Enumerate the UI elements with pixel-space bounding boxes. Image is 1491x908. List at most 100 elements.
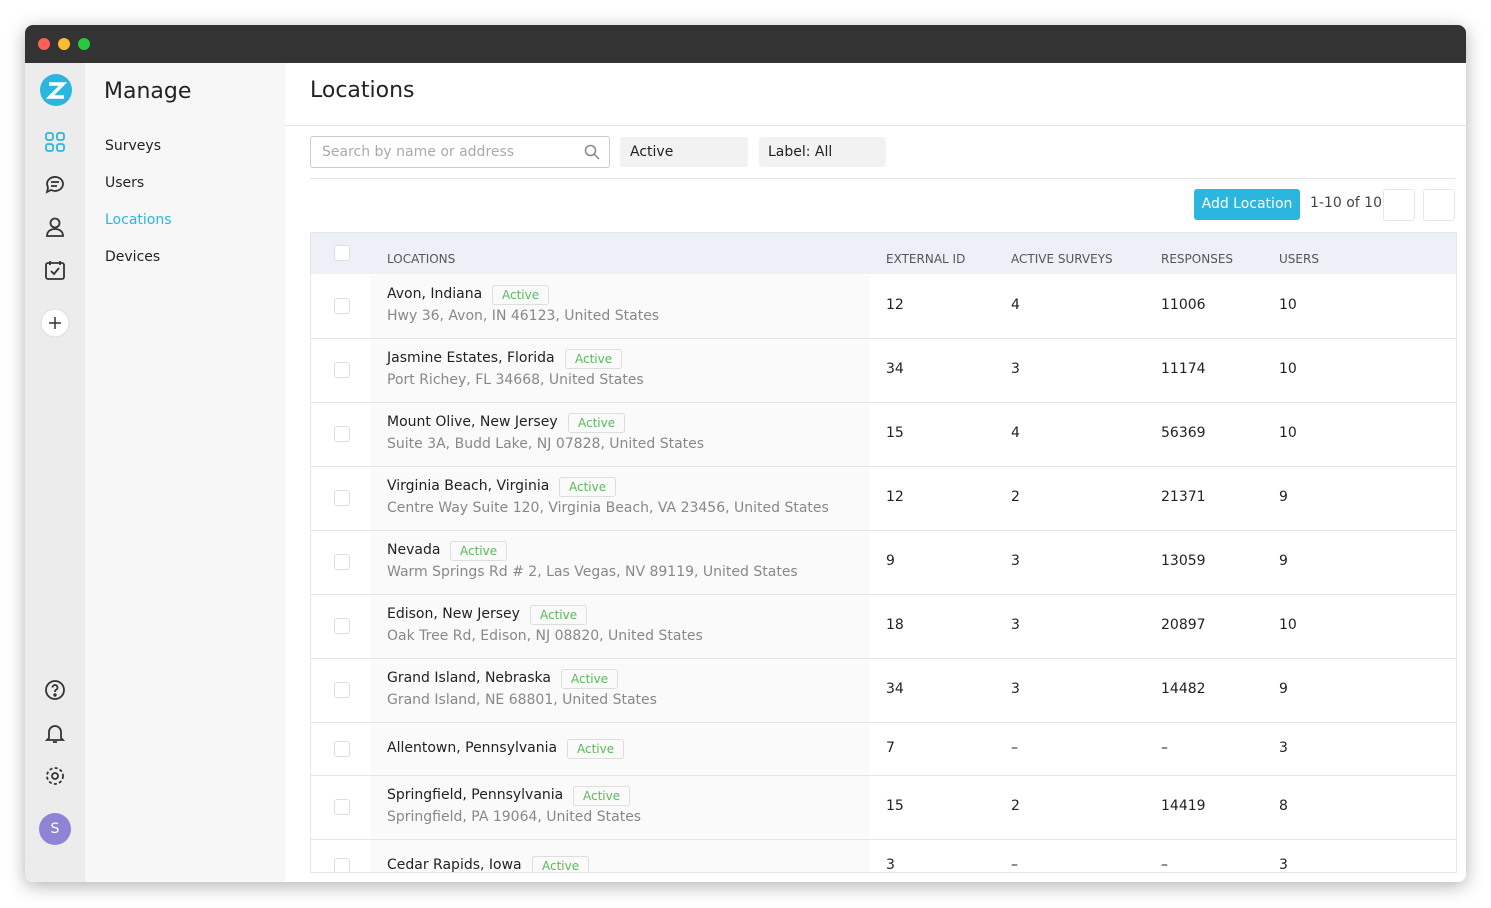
table-row: Virginia Beach, Virginia Active Centre Way… [311, 467, 1456, 531]
location-name[interactable]: Edison, New Jersey [387, 606, 520, 622]
search-box[interactable]: Search by name or address [310, 136, 610, 168]
cell-responses: 14419 [1161, 798, 1206, 814]
cell-responses: 56369 [1161, 425, 1206, 441]
row-checkbox[interactable] [334, 618, 350, 634]
nav-item[interactable]: Surveys [105, 138, 161, 154]
row-checkbox[interactable] [334, 740, 350, 757]
calendar-icon[interactable] [44, 259, 66, 281]
settings-icon[interactable] [44, 765, 66, 787]
title-bar [25, 25, 1466, 63]
location-name[interactable]: Cedar Rapids, Iowa [387, 856, 522, 873]
status-badge: Active [567, 738, 625, 759]
cell-responses: 13059 [1161, 553, 1206, 569]
status-badge: Active [573, 786, 631, 806]
notifications-icon[interactable] [44, 722, 66, 744]
prev-page-button[interactable] [1383, 189, 1415, 221]
next-page-button[interactable] [1423, 189, 1455, 221]
status-badge: Active [559, 477, 617, 497]
location-name[interactable]: Mount Olive, New Jersey [387, 414, 558, 430]
nav-item[interactable]: Locations [105, 212, 172, 228]
table-row: Jasmine Estates, Florida Active Port Riche… [311, 339, 1456, 403]
cell-external-id: 7 [886, 739, 895, 756]
cell-external-id: 15 [886, 425, 904, 441]
row-checkbox[interactable] [334, 682, 350, 698]
label-filter[interactable]: Label: All [759, 137, 886, 167]
status-badge: Active [568, 413, 626, 433]
zoom-button[interactable] [78, 38, 90, 50]
location-name[interactable]: Grand Island, Nebraska [387, 670, 551, 686]
location-cell-bg [371, 659, 869, 722]
location-address: Hwy 36, Avon, IN 46123, United States [387, 308, 660, 324]
add-button[interactable] [40, 308, 70, 338]
location-name[interactable]: Nevada [387, 542, 441, 558]
nav-item[interactable]: Devices [105, 249, 161, 265]
cell-responses: 20897 [1161, 617, 1206, 633]
cell-external-id: 18 [886, 617, 904, 633]
table-row: Springfield, Pennsylvania Active Springfie… [311, 776, 1456, 840]
location-name[interactable]: Avon, Indiana [387, 286, 483, 302]
table-row: Allentown, Pennsylvania Active 7 – – 3 [311, 723, 1456, 776]
row-checkbox[interactable] [334, 554, 350, 570]
location-cell-bg [371, 840, 869, 872]
row-checkbox[interactable] [334, 490, 350, 506]
pagination-info: 1-10 of 10 [1310, 195, 1382, 211]
cell-active-surveys: – [1011, 856, 1018, 873]
cell-external-id: 9 [886, 553, 895, 569]
location-name[interactable]: Virginia Beach, Virginia [387, 478, 550, 494]
row-checkbox[interactable] [334, 362, 350, 378]
cell-external-id: 12 [886, 489, 904, 505]
row-checkbox[interactable] [334, 799, 350, 815]
table-row: Mount Olive, New Jersey Active Suite 3A, B… [311, 403, 1456, 467]
location-name[interactable]: Springfield, Pennsylvania [387, 787, 564, 803]
table-header: LOCATIONS EXTERNAL ID ACTIVE SURVEYS RESPON… [311, 233, 1456, 274]
search-placeholder: Search by name or address [322, 144, 515, 160]
row-checkbox[interactable] [334, 298, 350, 314]
cell-active-surveys: 3 [1011, 553, 1020, 569]
logo[interactable] [39, 73, 73, 107]
table-row: Cedar Rapids, Iowa Active 3 – – 3 [311, 840, 1456, 873]
location-name[interactable]: Allentown, Pennsylvania [387, 739, 558, 756]
status-badge: Active [530, 605, 588, 625]
users-icon[interactable] [44, 216, 66, 238]
location-address: Grand Island, NE 68801, United States [387, 692, 657, 708]
column-header: RESPONSES [1161, 252, 1234, 266]
row-checkbox[interactable] [334, 426, 350, 442]
cell-users: 10 [1279, 617, 1297, 633]
help-icon[interactable] [44, 679, 66, 701]
location-address: Warm Springs Rd # 2, Las Vegas, NV 89119… [387, 564, 798, 580]
cell-active-surveys: 4 [1011, 297, 1020, 313]
close-button[interactable] [38, 38, 50, 50]
select-all-checkbox[interactable] [334, 245, 350, 261]
nav-item[interactable]: Users [105, 175, 145, 191]
location-address: Centre Way Suite 120, Virginia Beach, VA… [387, 500, 829, 516]
minimize-button[interactable] [58, 38, 70, 50]
avatar[interactable]: S [39, 813, 71, 845]
cell-external-id: 3 [886, 856, 895, 873]
add-location-button[interactable]: Add Location [1194, 189, 1300, 220]
location-cell-bg [371, 531, 869, 594]
cell-responses: 11006 [1161, 297, 1206, 313]
location-address: Port Richey, FL 34668, United States [387, 372, 644, 388]
icon-rail: S [25, 63, 85, 882]
cell-users: 10 [1279, 297, 1297, 313]
sidebar: Manage Surveys Users Locations Devices [85, 63, 285, 882]
status-filter[interactable]: Active [620, 137, 748, 167]
location-address: Suite 3A, Budd Lake, NJ 07828, United St… [387, 436, 705, 452]
cell-users: 9 [1279, 553, 1288, 569]
status-badge: Active [450, 541, 508, 561]
location-name[interactable]: Jasmine Estates, Florida [387, 350, 555, 366]
cell-responses: 11174 [1161, 361, 1206, 377]
cell-users: 10 [1279, 425, 1297, 441]
cell-external-id: 34 [886, 361, 904, 377]
divider [285, 125, 1466, 126]
main: Locations Search by name or address Acti… [285, 63, 1466, 882]
status-badge: Active [561, 669, 619, 689]
column-header: EXTERNAL ID [886, 252, 966, 266]
sidebar-title: Manage [104, 79, 192, 104]
cell-active-surveys: 4 [1011, 425, 1020, 441]
row-checkbox[interactable] [334, 857, 350, 872]
dashboard-icon[interactable] [44, 131, 66, 153]
feedback-icon[interactable] [44, 173, 66, 195]
cell-users: 3 [1279, 739, 1288, 756]
